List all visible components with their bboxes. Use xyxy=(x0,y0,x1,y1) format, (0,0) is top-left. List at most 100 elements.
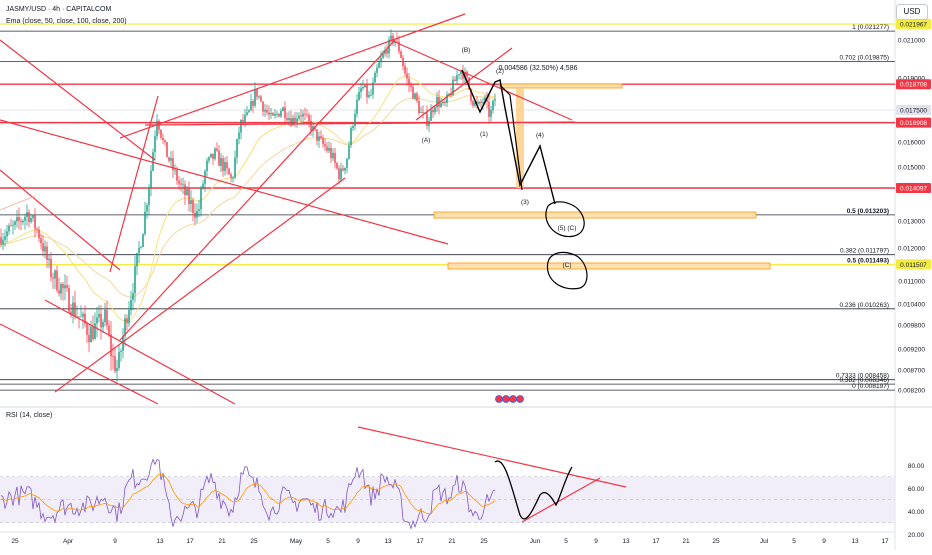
candle-body xyxy=(146,205,148,212)
candle xyxy=(90,320,92,343)
candle-body xyxy=(354,113,356,127)
news-event-icon[interactable] xyxy=(502,395,510,403)
candle xyxy=(50,252,52,282)
candle-body xyxy=(492,100,494,111)
news-event-icon[interactable] xyxy=(509,395,517,403)
candle-body xyxy=(374,72,376,83)
candle xyxy=(246,105,248,117)
candle-body xyxy=(50,258,52,278)
candle xyxy=(232,175,234,183)
red-trend-line xyxy=(54,177,346,393)
candle-body xyxy=(420,112,422,113)
candle xyxy=(198,200,200,217)
candle xyxy=(356,94,358,118)
candle xyxy=(36,227,38,234)
wave-label: (1) xyxy=(480,131,488,138)
candle xyxy=(354,109,356,131)
candle-body xyxy=(436,96,438,108)
price-axis-tick: 0.009200 xyxy=(898,347,925,354)
time-axis-tick: 9 xyxy=(594,538,598,545)
candle xyxy=(322,134,324,148)
candle xyxy=(0,228,2,248)
red-trend-line xyxy=(394,41,573,121)
candle xyxy=(370,88,372,97)
candle-body xyxy=(330,147,332,159)
candle xyxy=(268,105,270,121)
news-event-icon[interactable] xyxy=(495,395,503,403)
candle xyxy=(410,81,412,92)
candle-body xyxy=(174,169,176,171)
candle xyxy=(402,55,404,71)
candle-body xyxy=(338,168,340,180)
candle-body xyxy=(342,168,344,171)
candle xyxy=(162,133,164,145)
candle xyxy=(212,153,214,165)
candle-body xyxy=(454,79,456,81)
rsi-ma-line xyxy=(0,473,496,515)
candle-body xyxy=(398,41,400,52)
rsi-trendline-upper xyxy=(357,426,627,488)
candle-body xyxy=(98,314,100,318)
candle-body xyxy=(482,101,484,104)
candle xyxy=(436,91,438,112)
candle xyxy=(346,158,348,173)
candle-body xyxy=(272,113,274,116)
candle xyxy=(156,113,158,141)
candle xyxy=(116,359,118,383)
candle xyxy=(390,29,392,44)
candle-body xyxy=(210,153,212,158)
time-axis-tick: 25 xyxy=(480,538,488,545)
candle-body xyxy=(80,316,82,318)
candle-body xyxy=(212,153,214,159)
candle xyxy=(254,82,256,108)
time-axis-tick: 5 xyxy=(792,538,796,545)
indicator-legend[interactable]: Ema (close, 50, close, 100, close, 200) xyxy=(6,18,127,25)
currency-badge[interactable]: USD xyxy=(896,4,928,20)
candle xyxy=(70,304,72,318)
candle-body xyxy=(310,120,312,131)
candle-body xyxy=(134,266,136,294)
candle xyxy=(164,139,166,146)
candle-body xyxy=(278,113,280,117)
symbol-title[interactable]: JASMY/USD · 4h · CAPITALCOM xyxy=(6,6,112,13)
candle-body xyxy=(120,350,122,352)
candle-body xyxy=(438,96,440,107)
candle xyxy=(454,76,456,82)
price-axis-tick: 0.019000 xyxy=(898,76,925,83)
news-event-icon[interactable] xyxy=(516,395,524,403)
candle-body xyxy=(128,310,130,324)
candle-body xyxy=(336,162,338,169)
candle-body xyxy=(52,277,54,279)
candle xyxy=(30,213,32,224)
candle-body xyxy=(66,285,68,289)
candle xyxy=(396,32,398,43)
candle-body xyxy=(326,146,328,151)
time-axis-tick: 13 xyxy=(851,538,859,545)
candle-body xyxy=(470,89,472,102)
rsi-legend[interactable]: RSI (14, close) xyxy=(6,412,53,419)
price-axis-tick: 0.012000 xyxy=(898,246,925,253)
candle-body xyxy=(378,62,380,68)
candle xyxy=(270,107,272,119)
time-axis-tick: 9 xyxy=(113,538,117,545)
orange-zone-1 xyxy=(433,211,757,219)
candle-body xyxy=(276,113,278,115)
candle xyxy=(64,274,66,301)
candle xyxy=(2,232,4,250)
price-badge-label: 0.017500 xyxy=(900,108,927,115)
candle xyxy=(342,165,344,172)
candle-body xyxy=(0,237,2,245)
hand-circle-1 xyxy=(545,201,585,238)
candle-body xyxy=(16,217,18,222)
candle xyxy=(98,304,100,323)
candle-body xyxy=(274,113,276,116)
candle-body xyxy=(350,128,352,146)
candle-body xyxy=(186,188,188,196)
candle xyxy=(84,305,86,328)
candle-body xyxy=(372,82,374,95)
time-axis-tick: 21 xyxy=(218,538,226,545)
candle xyxy=(480,98,482,108)
candle xyxy=(138,241,140,264)
